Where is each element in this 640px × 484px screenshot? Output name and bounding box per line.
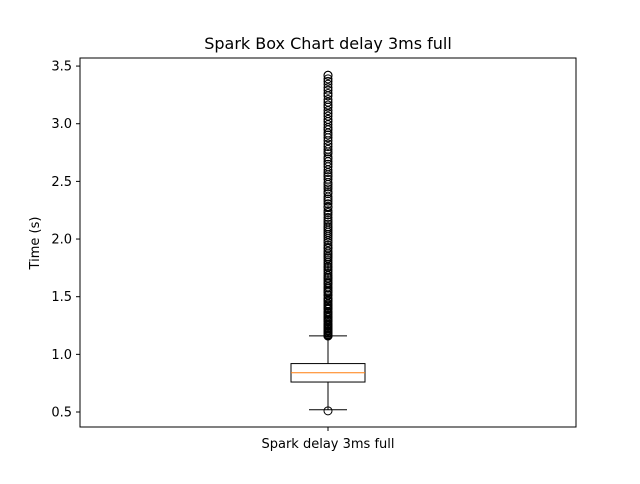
outlier-point (323, 240, 333, 250)
outlier-point (323, 142, 333, 152)
outlier-point (323, 246, 333, 256)
outlier-point (323, 100, 333, 110)
y-tick-label: 2.5 (51, 175, 72, 190)
outlier-point (323, 184, 333, 194)
outlier-point (323, 187, 333, 197)
outlier-point (323, 89, 333, 99)
y-tick-label: 2.0 (51, 233, 72, 248)
outlier-point (323, 139, 333, 149)
outlier-point (323, 94, 333, 104)
outlier-point (323, 85, 333, 95)
outlier-point (323, 256, 333, 266)
outlier-point (323, 242, 333, 252)
outlier-point (323, 222, 333, 232)
y-tick-label: 0.5 (51, 406, 72, 421)
outlier-point (323, 206, 333, 216)
outlier-point (323, 76, 333, 86)
outlier-point (323, 114, 333, 124)
outlier-point (323, 268, 333, 278)
outlier-point (323, 199, 333, 209)
outlier-point (323, 74, 333, 84)
outlier-point (323, 174, 333, 184)
outlier-point (323, 79, 333, 89)
outlier-point (323, 212, 333, 222)
outlier-point (323, 111, 333, 121)
outlier-point (323, 144, 333, 154)
outlier-point (323, 70, 333, 80)
outlier-point (323, 97, 333, 107)
outlier-point (323, 83, 333, 93)
y-axis-label: Time (s) (28, 217, 43, 271)
x-tick-label: Spark delay 3ms full (261, 437, 394, 452)
chart-title: Spark Box Chart delay 3ms full (204, 34, 452, 53)
y-tick-label: 3.0 (51, 117, 72, 132)
y-tick-label: 3.5 (51, 60, 72, 75)
outlier-point (323, 265, 333, 275)
outlier-point (323, 159, 333, 169)
outlier-point (323, 219, 333, 229)
plot-area: 0.5 1.0 1.5 2.0 2.5 3.0 3.5 Spark delay 3ms ful… (51, 57, 577, 452)
outlier-point (323, 215, 333, 225)
y-tick-label: 1.0 (51, 348, 72, 363)
outlier-point (323, 406, 333, 416)
y-tick-label: 1.5 (51, 290, 72, 305)
